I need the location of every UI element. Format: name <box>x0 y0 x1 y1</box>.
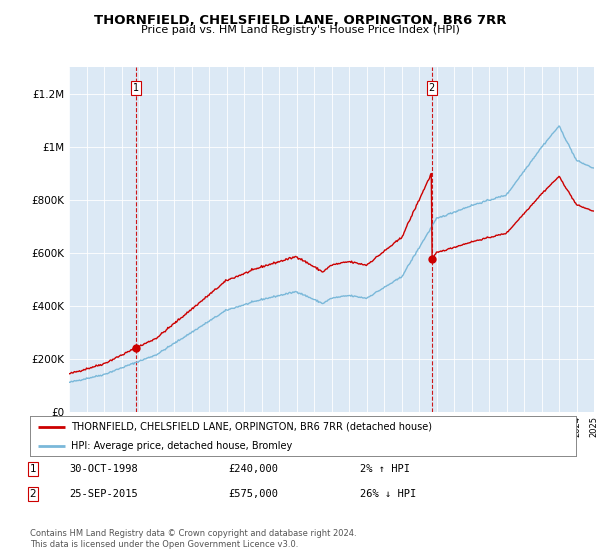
Text: 25-SEP-2015: 25-SEP-2015 <box>69 489 138 499</box>
Text: Contains HM Land Registry data © Crown copyright and database right 2024.
This d: Contains HM Land Registry data © Crown c… <box>30 529 356 549</box>
Text: £240,000: £240,000 <box>228 464 278 474</box>
Text: THORNFIELD, CHELSFIELD LANE, ORPINGTON, BR6 7RR: THORNFIELD, CHELSFIELD LANE, ORPINGTON, … <box>94 14 506 27</box>
Text: 26% ↓ HPI: 26% ↓ HPI <box>360 489 416 499</box>
Text: THORNFIELD, CHELSFIELD LANE, ORPINGTON, BR6 7RR (detached house): THORNFIELD, CHELSFIELD LANE, ORPINGTON, … <box>71 422 432 432</box>
Text: Price paid vs. HM Land Registry's House Price Index (HPI): Price paid vs. HM Land Registry's House … <box>140 25 460 35</box>
Text: HPI: Average price, detached house, Bromley: HPI: Average price, detached house, Brom… <box>71 441 292 450</box>
Text: £575,000: £575,000 <box>228 489 278 499</box>
Text: 1: 1 <box>29 464 37 474</box>
Text: 1: 1 <box>133 83 139 93</box>
Text: 2% ↑ HPI: 2% ↑ HPI <box>360 464 410 474</box>
Text: 2: 2 <box>29 489 37 499</box>
Text: 30-OCT-1998: 30-OCT-1998 <box>69 464 138 474</box>
Text: 2: 2 <box>428 83 435 93</box>
